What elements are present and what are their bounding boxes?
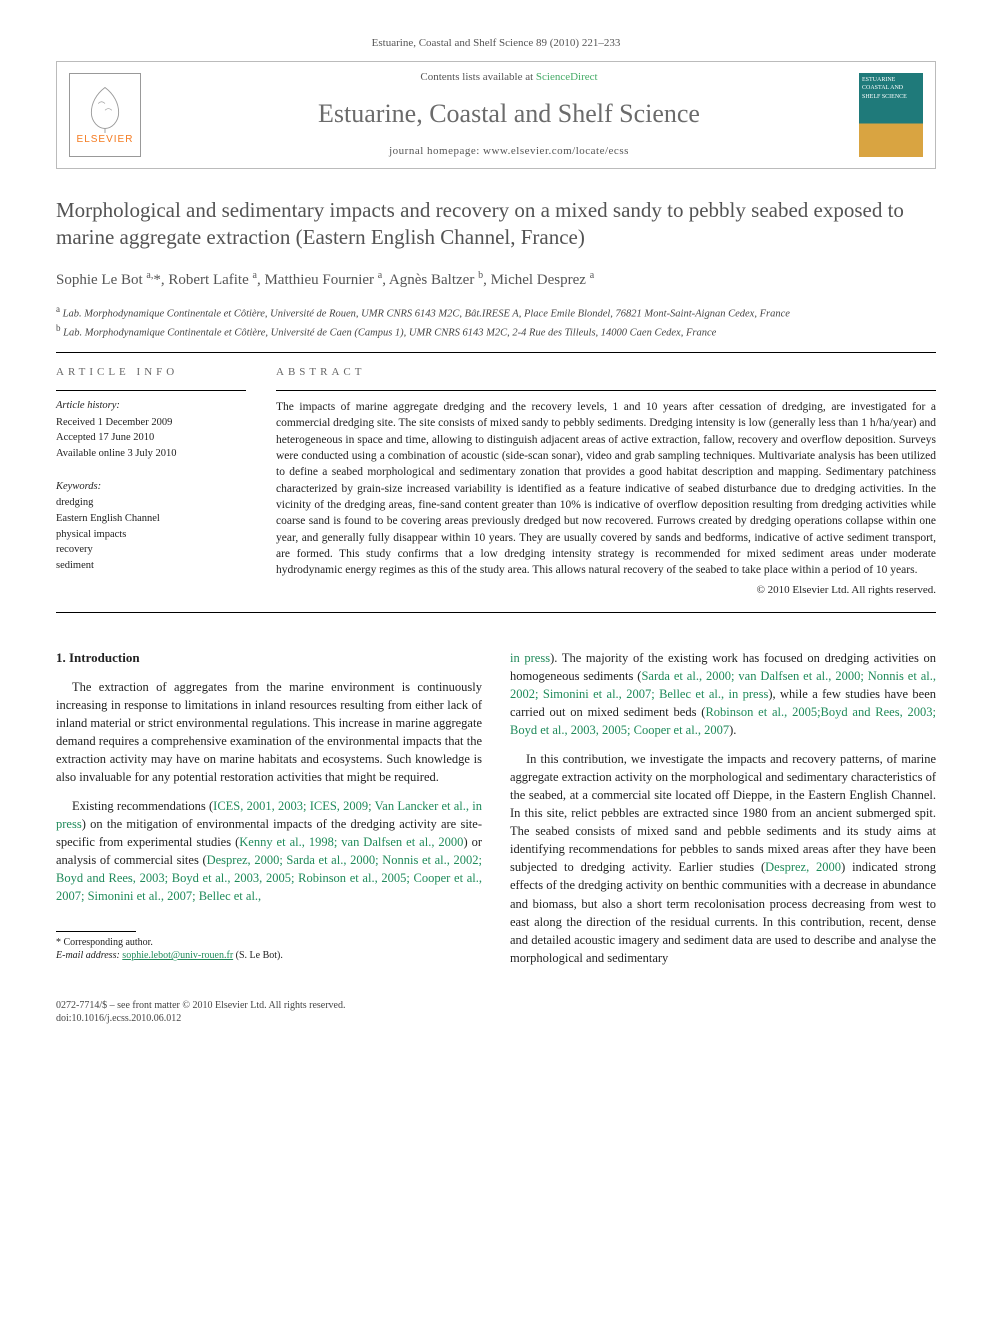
cover-caption: ESTUARINE COASTAL AND SHELF SCIENCE	[862, 76, 920, 101]
body-columns: 1. Introduction The extraction of aggreg…	[56, 649, 936, 977]
intro-p4: In this contribution, we investigate the…	[510, 750, 936, 968]
keyword-item: sediment	[56, 559, 246, 574]
elsevier-tree-icon	[82, 83, 128, 133]
intro-p1: The extraction of aggregates from the ma…	[56, 678, 482, 787]
corresponding-author: * Corresponding author.	[56, 936, 482, 949]
separator-bottom	[56, 612, 936, 613]
body-col-right: in press). The majority of the existing …	[510, 649, 936, 977]
header-middle: Contents lists available at ScienceDirec…	[159, 70, 859, 159]
history-line: Accepted 17 June 2010	[56, 431, 246, 446]
citation-header: Estuarine, Coastal and Shelf Science 89 …	[56, 36, 936, 51]
intro-p2: Existing recommendations (ICES, 2001, 20…	[56, 797, 482, 906]
homepage-prefix: journal homepage:	[389, 145, 483, 157]
journal-header-box: ELSEVIER Contents lists available at Sci…	[56, 61, 936, 168]
keyword-item: Eastern English Channel	[56, 512, 246, 527]
homepage-url[interactable]: www.elsevier.com/locate/ecss	[483, 145, 629, 157]
footer-l2: doi:10.1016/j.ecss.2010.06.012	[56, 1012, 936, 1025]
email-who: (S. Le Bot).	[233, 950, 283, 961]
keyword-item: recovery	[56, 543, 246, 558]
elsevier-logo: ELSEVIER	[69, 73, 141, 157]
keywords-head: Keywords:	[56, 480, 246, 495]
journal-name: Estuarine, Coastal and Shelf Science	[159, 96, 859, 132]
keyword-item: physical impacts	[56, 528, 246, 543]
abstract-col: ABSTRACT The impacts of marine aggregate…	[276, 365, 936, 598]
info-subrule	[56, 390, 246, 391]
copyright-line: © 2010 Elsevier Ltd. All rights reserved…	[276, 583, 936, 598]
email-line: E-mail address: sophie.lebot@univ-rouen.…	[56, 949, 482, 962]
affiliations: a Lab. Morphodynamique Continentale et C…	[56, 303, 936, 341]
footer-block: 0272-7714/$ – see front matter © 2010 El…	[56, 999, 936, 1025]
authors-line: Sophie Le Bot a,*, Robert Lafite a, Matt…	[56, 269, 936, 291]
history-line: Received 1 December 2009	[56, 416, 246, 431]
abstract-head: ABSTRACT	[276, 365, 936, 380]
intro-heading: 1. Introduction	[56, 649, 482, 668]
p2-ref2[interactable]: Kenny et al., 1998; van Dalfsen et al., …	[239, 835, 463, 849]
affiliation-line: a Lab. Morphodynamique Continentale et C…	[56, 303, 936, 322]
sciencedirect-link[interactable]: ScienceDirect	[536, 71, 598, 83]
history-line: Available online 3 July 2010	[56, 447, 246, 462]
p4-ref1[interactable]: Desprez, 2000	[765, 860, 841, 874]
abstract-subrule	[276, 390, 936, 391]
footnote-rule	[56, 931, 136, 932]
contents-line: Contents lists available at ScienceDirec…	[159, 70, 859, 85]
body-col-left: 1. Introduction The extraction of aggreg…	[56, 649, 482, 977]
footer-l1: 0272-7714/$ – see front matter © 2010 El…	[56, 999, 936, 1012]
abstract-text: The impacts of marine aggregate dredging…	[276, 399, 936, 579]
article-title: Morphological and sedimentary impacts an…	[56, 197, 936, 252]
separator-top	[56, 352, 936, 353]
article-info-col: ARTICLE INFO Article history: Received 1…	[56, 365, 246, 598]
history-head: Article history:	[56, 399, 246, 414]
journal-cover-thumb: ESTUARINE COASTAL AND SHELF SCIENCE	[859, 73, 923, 157]
affiliation-line: b Lab. Morphodynamique Continentale et C…	[56, 322, 936, 341]
keyword-item: dredging	[56, 496, 246, 511]
p4-text-b: ) indicated strong effects of the dredgi…	[510, 860, 936, 965]
article-info-head: ARTICLE INFO	[56, 365, 246, 380]
intro-p3: in press). The majority of the existing …	[510, 649, 936, 740]
author-email[interactable]: sophie.lebot@univ-rouen.fr	[122, 950, 233, 961]
p2-text-a: Existing recommendations (	[72, 799, 213, 813]
article-info-row: ARTICLE INFO Article history: Received 1…	[56, 365, 936, 598]
homepage-line: journal homepage: www.elsevier.com/locat…	[159, 144, 859, 159]
elsevier-word: ELSEVIER	[77, 133, 134, 147]
email-label: E-mail address:	[56, 950, 122, 961]
p3-text-c: ).	[729, 723, 736, 737]
p4-text-a: In this contribution, we investigate the…	[510, 752, 936, 875]
contents-prefix: Contents lists available at	[420, 71, 535, 83]
p3-ref-cont[interactable]: in press	[510, 651, 550, 665]
